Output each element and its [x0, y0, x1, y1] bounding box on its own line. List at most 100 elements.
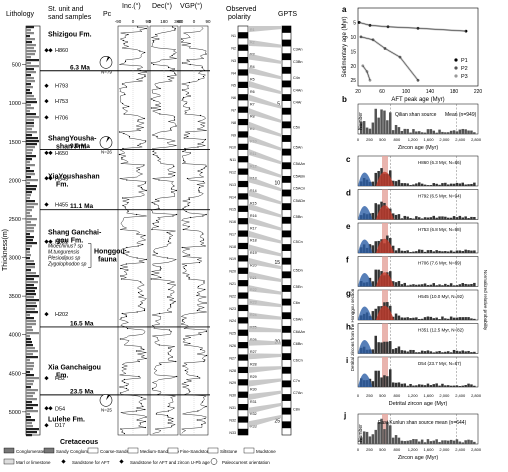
zircon-tick-label: 800: [394, 447, 401, 452]
hist-bar: [429, 441, 433, 444]
lithology-band: [26, 152, 32, 155]
correlation-tie-band: [248, 26, 282, 33]
hist-bar: [458, 183, 462, 186]
thickness-axis-label: Thickness(m): [2, 229, 9, 271]
lithology-band: [26, 203, 38, 206]
sample-diamond-icon: [48, 48, 53, 53]
paleomag-curves: -90 0 900 180 360-90 0 90: [115, 19, 211, 436]
lithology-band: [26, 242, 37, 245]
thickness-tick-label: 1000: [9, 101, 21, 107]
hist-bar: [423, 283, 427, 287]
panel-sample-label: H753 (6.8 Myr, N=98): [418, 227, 462, 232]
vgp-tick-label: 0: [193, 19, 196, 24]
correlation-tie-band: [248, 121, 282, 138]
hist-bar: [394, 181, 398, 186]
polarity-normal-zone: [238, 230, 248, 237]
panel-b-ylabel: Number: [358, 112, 364, 130]
lithology-band: [26, 377, 39, 380]
sample-label: H860: [55, 48, 68, 54]
polarity-zone-label: N26: [229, 344, 236, 348]
hist-bar: [441, 383, 444, 387]
hist-red-peak: [376, 205, 394, 220]
panel-a-xtick: 140: [426, 89, 435, 95]
lithology-band: [26, 236, 34, 239]
fauna-taxon: Zygolophodon sp: [47, 261, 87, 267]
lithology-band: [26, 197, 30, 200]
hist-bar: [432, 440, 435, 444]
lithology-band: [26, 35, 30, 38]
hist-bar: [374, 269, 377, 287]
gpts-normal-chron: [282, 421, 291, 429]
polarity-zone-label: N11: [230, 158, 236, 162]
lithology-band: [26, 95, 34, 98]
correlation-tie-band: [248, 162, 282, 179]
gpts-normal-chron: [282, 407, 291, 415]
polarity-normal-zone: [238, 404, 248, 411]
legend-rose-icon: [210, 458, 218, 465]
hist-bar: [452, 285, 456, 287]
hist-bar: [452, 130, 456, 134]
hist-bar: [435, 132, 438, 134]
polarity-normal-zone: [238, 416, 248, 423]
panel-a-legend-marker: [454, 74, 458, 78]
hist-bar: [435, 250, 438, 253]
hist-bar: [409, 218, 412, 220]
gpts-normal-chron: [282, 216, 291, 224]
hist-bar: [397, 214, 401, 220]
hist-bar: [386, 341, 389, 354]
gpts-normal-chron: [282, 80, 291, 88]
hist-bar: [409, 440, 412, 444]
hist-bar: [426, 285, 430, 287]
hist-bar: [458, 250, 462, 253]
lithology-band: [26, 68, 34, 71]
polarity-zone-label: R15: [250, 201, 257, 205]
legend-label: Siltstone: [220, 449, 238, 454]
hist-bar: [420, 218, 424, 220]
polarity-zone-label: N6: [231, 96, 236, 100]
hist-bar: [420, 318, 424, 320]
polarity-normal-zone: [238, 32, 248, 39]
lithology-band: [26, 167, 30, 170]
lithology-band: [26, 404, 38, 407]
lithology-band: [26, 257, 30, 260]
detrital-xlabel: Detrital zircon age (Myr): [389, 401, 448, 407]
hist-bar: [447, 440, 450, 444]
lithology-band: [26, 227, 34, 230]
hist-bar: [415, 251, 418, 253]
correlation-tie-band: [248, 244, 282, 257]
lithology-band: [26, 296, 34, 299]
gpts-normal-chron: [282, 107, 291, 115]
lithology-band: [26, 32, 34, 35]
hist-bar: [400, 317, 404, 320]
legend-label: Coarse-Sandstone: [100, 449, 138, 454]
hist-bar: [447, 385, 450, 387]
polarity-normal-zone: [238, 81, 248, 88]
hist-bar: [429, 284, 433, 287]
lithology-band: [26, 233, 30, 236]
hist-bar: [426, 129, 430, 134]
lithology-band: [26, 263, 35, 266]
hist-bar: [418, 319, 421, 320]
legend-swatch: [3, 447, 15, 454]
zircon-xlabel: Zircon age (Myr): [398, 145, 439, 151]
lithology-band: [26, 164, 35, 167]
paleocurrent-wedge: [106, 136, 110, 143]
panel-a-tag: a: [342, 5, 347, 14]
paleocurrent-wedge: [106, 394, 110, 401]
lithology-band: [26, 389, 38, 392]
zircon-tick-label: 1,600: [424, 447, 435, 452]
hist-bar: [394, 214, 398, 220]
hist-bar: [444, 182, 447, 186]
polarity-normal-zone: [238, 156, 248, 163]
polarity-normal-zone: [238, 366, 248, 374]
correlation-tie-band: [248, 339, 282, 346]
lithology-band: [26, 128, 32, 131]
hist-bar: [461, 350, 464, 354]
lithology-band: [26, 293, 36, 296]
hist-bar: [435, 285, 438, 287]
gpts-chron-label: C5Cn: [293, 240, 303, 244]
gpts-chron-label: C4Ar: [293, 101, 302, 105]
panel-a-ytick: 25: [350, 78, 356, 84]
lithology-column: 500 1000 1500 2000 2500 3000 3500 4000 4500 5000: [9, 25, 41, 437]
polarity-normal-zone: [238, 292, 248, 299]
